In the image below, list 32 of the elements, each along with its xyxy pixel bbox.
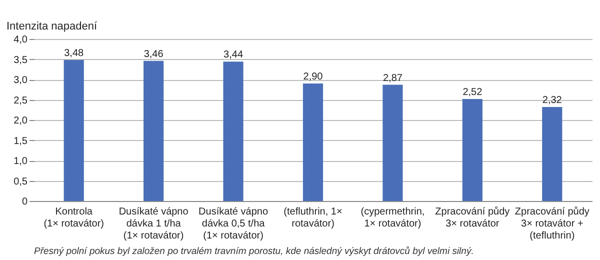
y-axis-title: Intenzita napadení [6,20,98,32]
data-label: 2,90 [303,72,324,83]
y-tick-label: 2,0 [14,116,28,126]
x-tick-label: Zpracování půdy 3× rotavátor + (tefluthrin) [514,206,590,242]
data-label: 2,32 [542,95,562,106]
bar [302,84,324,201]
y-tick-label: 0,5 [14,176,28,188]
bar [462,98,482,201]
y-tick-label: 1,5 [14,136,28,147]
data-label: 3,46 [144,48,164,60]
data-label: 2,87 [382,72,403,84]
text: Přesný polní pokus byl založen po trvalém travním porostu, kde následný výskyt drátovců byl velmi silný. [34,246,474,257]
x-tick-label: (tefluthrin, 1× rotavátor) [284,206,342,230]
bar [64,60,84,201]
x-tick-label: Dusíkaté vápno dávka 1 t/ha (1× rotavátor) [118,206,189,242]
y-tick-label: 1,0 [14,156,28,167]
bar [382,84,403,201]
x-tick-label: Zpracování půdy 3× rotavátor [435,206,510,230]
data-label: 3,48 [64,48,84,60]
bar [223,62,244,201]
bar [144,60,164,201]
bar [542,107,562,201]
x-tick-label: Dusíkaté vápno dávka 0,5 t/ha (1× rotavátor) [198,206,268,242]
data-label: 2,52 [462,86,483,98]
x-tick-label: (cypermethrin, 1× rotavátor) [360,206,425,230]
y-tick-label: 4,0 [14,34,28,46]
x-tick-label: Kontrola (1× rotavátor) [44,206,104,230]
data-label: 3,44 [224,50,244,61]
y-tick-label: 3,0 [14,75,28,86]
y-tick-label: 0 [22,196,28,208]
y-tick-label: 2,5 [14,95,28,106]
y-tick-label: 3,5 [14,54,28,66]
